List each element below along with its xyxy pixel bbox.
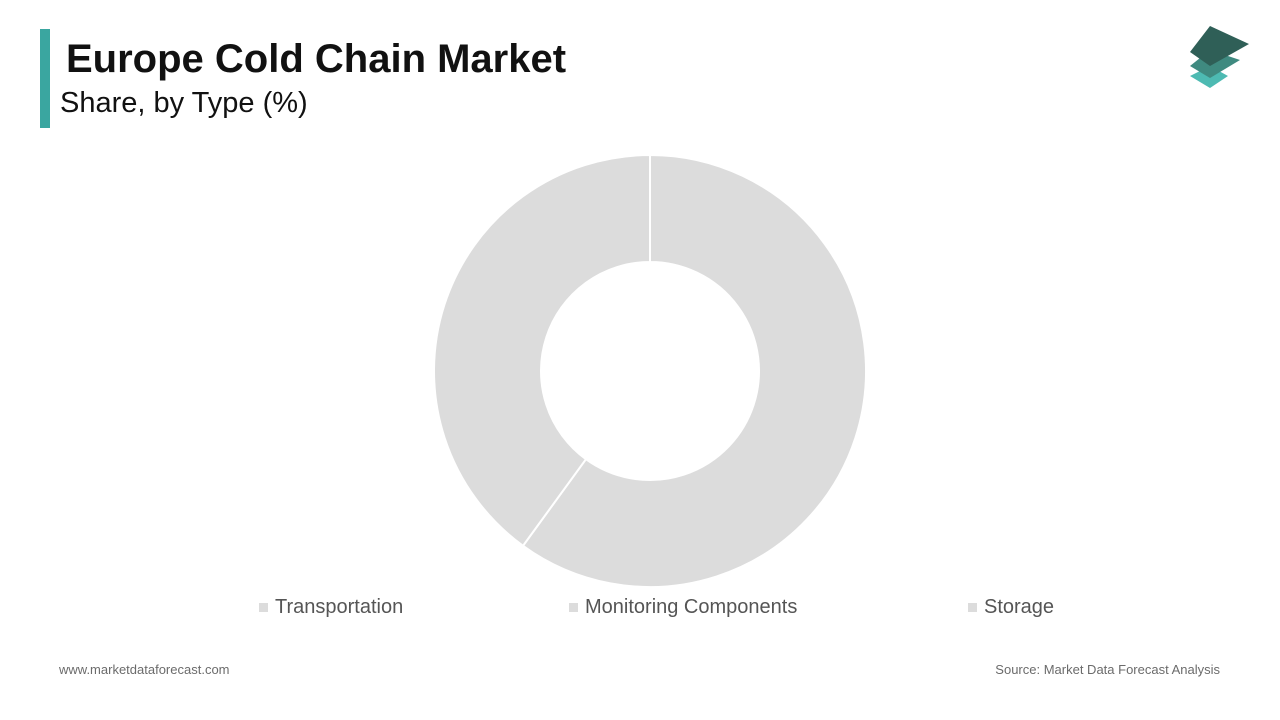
footer-website: www.marketdataforecast.com [59, 662, 230, 677]
legend-item-transportation: Transportation [259, 594, 403, 620]
footer-source: Source: Market Data Forecast Analysis [995, 662, 1220, 677]
slice-monitoring-components [433, 153, 651, 548]
legend-label-transportation: Transportation [275, 595, 404, 618]
brand-logo-icon [1190, 26, 1249, 88]
legend-swatch-storage [968, 602, 977, 612]
legend-swatch-monitoring-components [569, 602, 578, 612]
donut-slices [433, 153, 867, 588]
legend-item-storage: Storage [968, 594, 1054, 620]
title-accent-bar [40, 29, 50, 128]
slice-transportation [521, 153, 867, 588]
legend-swatch-transportation [259, 602, 268, 612]
legend-label-monitoring-components: Monitoring Components [585, 595, 798, 618]
chart-subtitle: Share, by Type (%) [60, 87, 308, 119]
legend-label-storage: Storage [984, 595, 1055, 618]
chart-title: Europe Cold Chain Market [66, 37, 567, 81]
logo-top-layer [1190, 26, 1249, 66]
legend-item-monitoring-components: Monitoring Components [569, 594, 797, 620]
